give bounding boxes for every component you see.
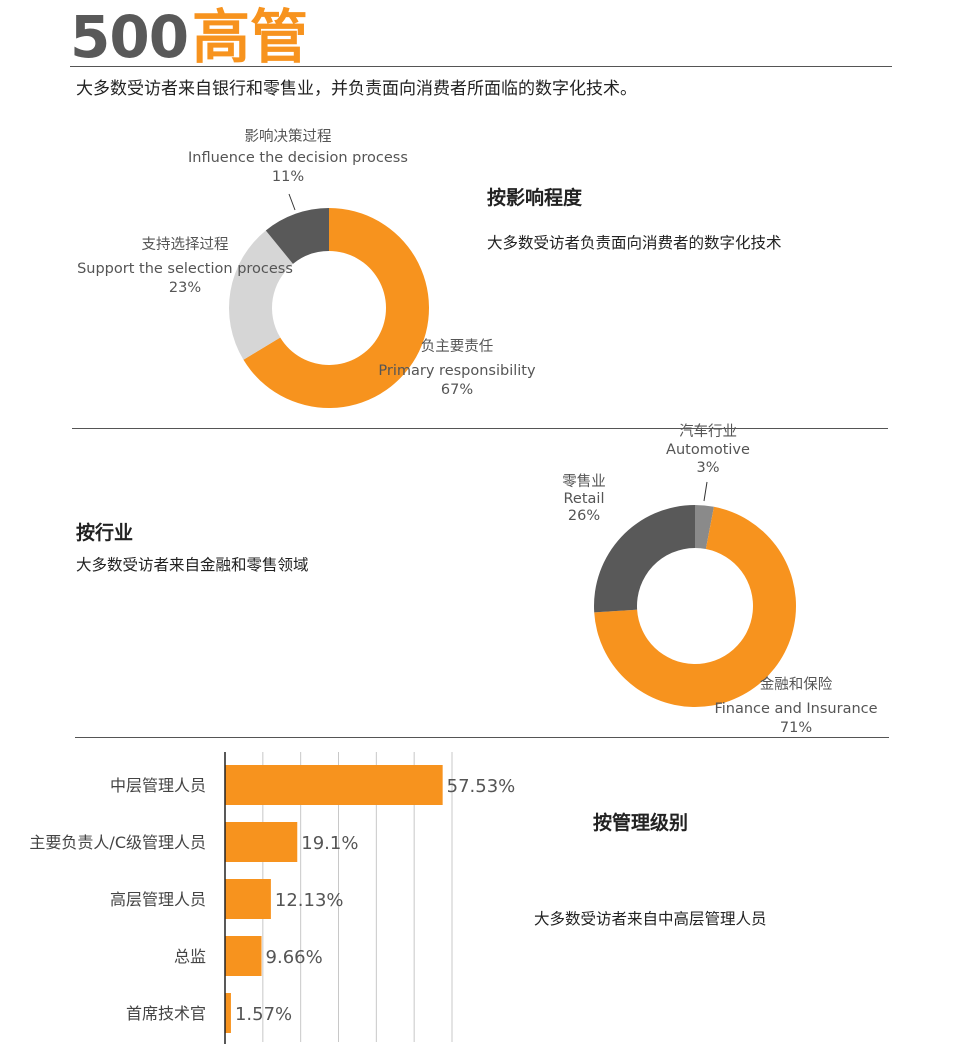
bar-2 [225,879,271,919]
slice-label-finance-en: Finance and Insurance [714,701,878,717]
section-title-industry: 按行业 [76,522,134,544]
influence-donut-slice-2 [265,208,329,264]
slice-label-finance-value: 71% [779,720,813,736]
headline-number: 500 [70,3,189,71]
value-label-1: 19.1% [301,833,358,854]
bar-3 [225,936,262,976]
slice-label-automotive-en: Automotive [666,442,750,458]
influence-donut-chart [229,208,429,408]
slice-label-primary: 负主要责任 Primary responsibility 67% [362,338,552,400]
category-label-3: 总监 [174,947,206,966]
category-label-4: 首席技术官 [126,1004,206,1023]
section-title-influence: 按影响程度 [487,187,583,209]
slice-label-influence-value: 11% [271,169,305,185]
bar-0 [225,765,443,805]
section-desc-level: 大多数受访者来自中高层管理人员 [534,910,767,928]
influence-donut-slice-1 [229,230,293,360]
industry-donut-slice-1 [594,506,796,707]
slice-label-finance: 金融和保险 Finance and Insurance 71% [706,676,886,738]
slice-label-influence-cn: 影响决策过程 [244,129,332,145]
category-label-1: 主要负责人/C级管理人员 [29,833,206,852]
slice-label-influence-en: Influence the decision process [188,150,408,166]
industry-donut-chart [594,505,796,707]
slice-label-support: 支持选择过程 Support the selection process 23% [60,236,310,298]
section-desc-influence: 大多数受访者负责面向消费者的数字化技术 [487,234,782,252]
slice-label-support-cn: 支持选择过程 [141,237,229,253]
slice-label-automotive-value: 3% [696,460,720,476]
slice-label-retail-cn: 零售业 [562,474,606,490]
slice-label-support-en: Support the selection process [77,261,293,277]
category-label-0: 中层管理人员 [110,776,206,795]
bar-4 [225,993,231,1033]
industry-donut-slice-0 [695,505,714,550]
slice-label-retail: 零售业 Retail 26% [544,474,624,525]
category-label-2: 高层管理人员 [110,890,206,909]
slice-label-retail-en: Retail [563,491,605,507]
section-divider-2 [75,737,889,738]
industry-donut-slice-2 [594,505,695,613]
slice-label-primary-cn: 负主要责任 [420,339,494,355]
leader-line-automotive [703,481,708,502]
section-desc-industry: 大多数受访者来自金融和零售领域 [76,556,309,574]
value-label-2: 12.13% [275,890,344,911]
leader-line-influence [288,193,296,211]
management-level-bar-chart: 中层管理人员 57.53% 主要负责人/C级管理人员 19.1% 高层管理人员 12.13… [29,752,516,1044]
section-title-level: 按管理级别 [593,812,689,834]
header-divider [70,66,892,67]
value-label-0: 57.53% [447,776,516,797]
slice-label-automotive: 汽车行业 Automotive 3% [638,423,778,477]
slice-label-automotive-cn: 汽车行业 [679,424,737,440]
headline-word: 高管 [192,3,309,71]
slice-label-primary-en: Primary responsibility [378,363,536,379]
slice-label-finance-cn: 金融和保险 [759,677,833,693]
section-divider-1 [72,428,888,429]
slice-label-primary-value: 67% [440,382,474,398]
bar-1 [225,822,298,862]
slice-label-support-value: 23% [168,280,202,296]
influence-donut-slice-0 [243,208,429,408]
value-label-4: 1.57% [235,1004,292,1025]
slice-label-influence: 影响决策过程 Influence the decision process 11… [188,128,408,187]
value-label-3: 9.66% [266,947,323,968]
slice-label-retail-value: 26% [567,508,601,524]
page-subtitle: 大多数受访者来自银行和零售业，并负责面向消费者所面临的数字化技术。 [76,79,637,99]
